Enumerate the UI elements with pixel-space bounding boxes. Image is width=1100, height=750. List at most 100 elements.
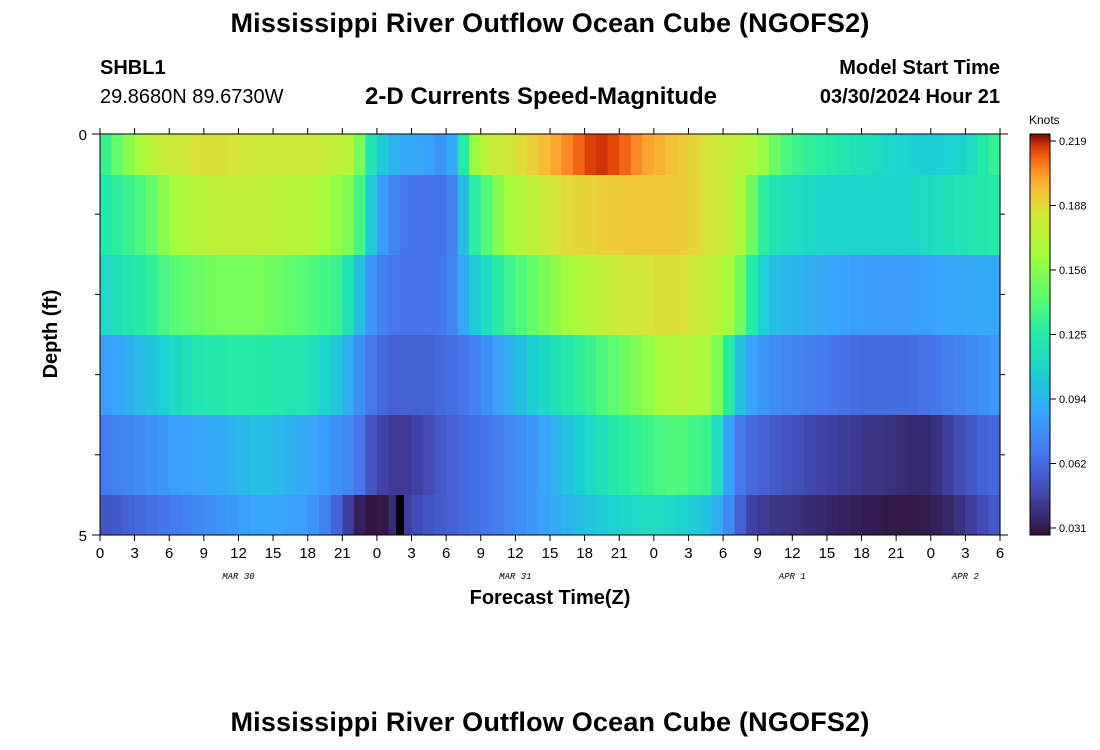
heatmap-cell: [215, 495, 228, 535]
heatmap-cell: [988, 335, 1001, 415]
heatmap-cell: [353, 175, 366, 255]
heatmap-cell: [469, 335, 482, 415]
heatmap-cell: [169, 495, 182, 535]
heatmap-cell: [400, 255, 413, 335]
heatmap-cell: [596, 335, 609, 415]
heatmap-cell: [746, 255, 759, 335]
heatmap-cell: [469, 175, 482, 255]
heatmap-cell: [411, 415, 424, 495]
heatmap-cell: [250, 415, 263, 495]
heatmap-cell: [446, 335, 459, 415]
heatmap-cell: [446, 415, 459, 495]
heatmap-cell: [157, 415, 170, 495]
heatmap-cell: [584, 335, 597, 415]
heatmap-cell: [769, 335, 782, 415]
heatmap-cell: [803, 175, 816, 255]
x-tick-label: 3: [684, 545, 692, 562]
heatmap-cell: [365, 255, 378, 335]
heatmap-cell: [826, 134, 840, 175]
heatmap-cell: [607, 415, 620, 495]
heatmap-cell: [642, 255, 655, 335]
heatmap-cell: [826, 175, 840, 255]
heatmap-cell: [400, 335, 413, 415]
heatmap-cell: [734, 415, 747, 495]
heatmap-cell: [953, 175, 966, 255]
heatmap-cell: [723, 415, 736, 495]
heatmap-cell: [526, 134, 540, 175]
heatmap-cell: [307, 495, 320, 535]
heatmap-cell: [838, 415, 851, 495]
heatmap-cell: [342, 415, 355, 495]
heatmap-cell: [319, 255, 332, 335]
heatmap-cell: [561, 495, 574, 535]
heatmap-cell: [850, 415, 863, 495]
heatmap-cell: [446, 134, 459, 175]
colorbar: Knots 0.219 0.188 0.156 0.125 0.094 0.062 0.03…: [1029, 113, 1087, 536]
heatmap-cell: [146, 255, 159, 335]
heatmap-cell: [376, 495, 390, 535]
heatmap-cell: [803, 134, 816, 175]
heatmap-cell: [930, 335, 943, 415]
heatmap-cell: [838, 335, 851, 415]
heatmap-cell: [976, 335, 990, 415]
colorbar-tick-label: 0.219: [1059, 136, 1087, 148]
x-tick-label: 0: [650, 545, 658, 562]
x-tick-label: 12: [230, 545, 247, 562]
heatmap-cell: [873, 134, 886, 175]
x-tick-label: 3: [407, 545, 415, 562]
heatmap-cell: [561, 335, 574, 415]
heatmap-cell: [538, 415, 551, 495]
heatmap-cell: [688, 495, 701, 535]
heatmap-cell: [988, 175, 1001, 255]
heatmap-cell: [676, 495, 690, 535]
heatmap-cell: [146, 175, 159, 255]
heatmap-cell: [803, 415, 816, 495]
heatmap-cell: [134, 255, 147, 335]
heatmap-cell: [688, 335, 701, 415]
heatmap-cell: [261, 255, 274, 335]
heatmap-cell: [930, 175, 943, 255]
heatmap-cell: [907, 415, 920, 495]
heatmap-cell: [619, 335, 632, 415]
heatmap-cell: [884, 134, 897, 175]
heatmap-cell: [376, 255, 390, 335]
heatmap-cell: [146, 134, 159, 175]
heatmap-cell: [388, 415, 401, 495]
heatmap-cell: [907, 335, 920, 415]
heatmap-cell: [815, 134, 828, 175]
heatmap-cell: [203, 134, 216, 175]
heatmap-cell: [100, 495, 113, 535]
heatmap-cell: [769, 415, 782, 495]
heatmap-cell: [965, 175, 978, 255]
heatmap-cell: [596, 255, 609, 335]
heatmap-cell: [400, 415, 413, 495]
heatmap-cell: [215, 335, 228, 415]
heatmap-cell: [688, 255, 701, 335]
heatmap-cell: [434, 415, 447, 495]
heatmap-cell: [180, 415, 193, 495]
heatmap-cell: [515, 175, 528, 255]
heatmap-cell: [423, 335, 436, 415]
heatmap-cell: [180, 255, 193, 335]
heatmap-cell: [850, 255, 863, 335]
heatmap-cell: [307, 175, 320, 255]
colorbar-gradient: [1029, 133, 1051, 536]
heatmap-cell: [988, 134, 1001, 175]
heatmap-cell: [907, 175, 920, 255]
heatmap-cell: [515, 255, 528, 335]
heatmap-cell: [330, 495, 343, 535]
heatmap-cell: [480, 134, 493, 175]
heatmap-cell: [284, 134, 297, 175]
heatmap-cell: [423, 175, 436, 255]
heatmap-cell: [665, 495, 678, 535]
heatmap-cell: [896, 415, 909, 495]
heatmap-cell: [642, 134, 655, 175]
heatmap-cell: [780, 335, 793, 415]
heatmap-cell: [526, 255, 540, 335]
heatmap-cell: [296, 495, 309, 535]
heatmap-cell: [676, 175, 690, 255]
heatmap-cell: [953, 134, 966, 175]
heatmap-cell: [630, 415, 643, 495]
x-tick-label: 21: [611, 545, 628, 562]
heatmap-cell: [596, 175, 609, 255]
